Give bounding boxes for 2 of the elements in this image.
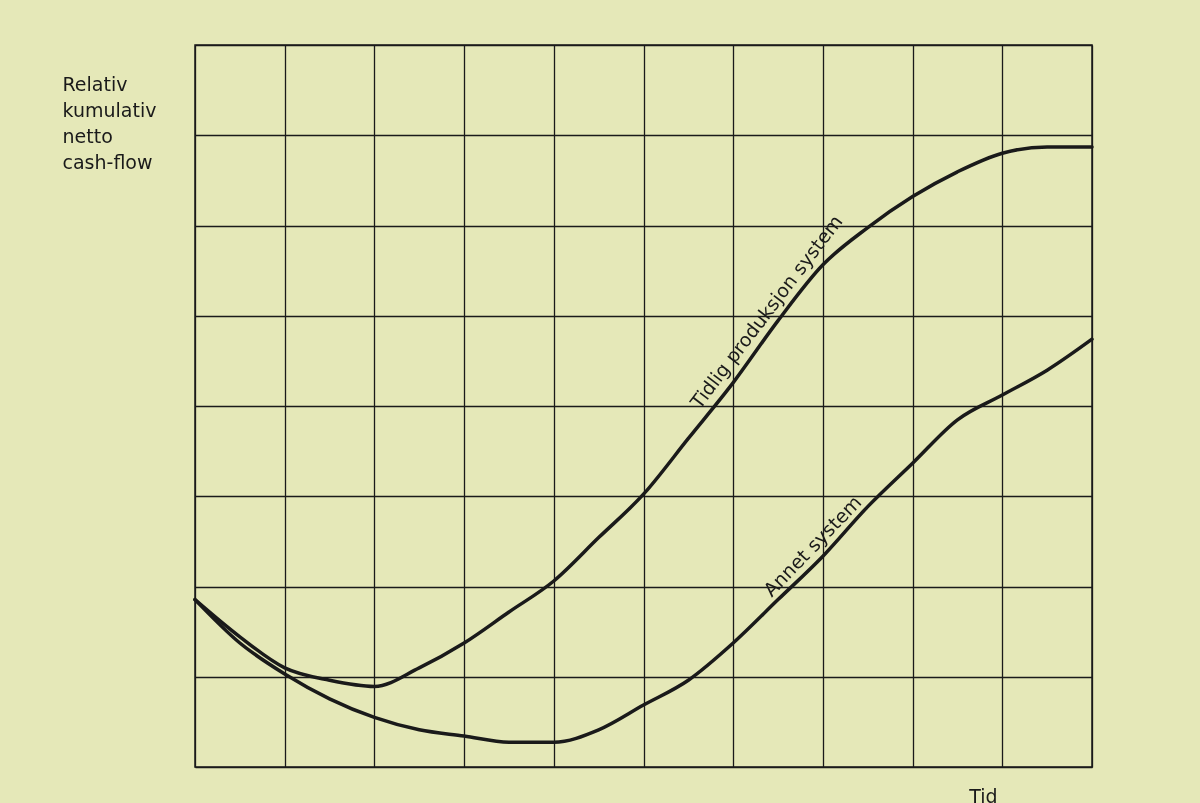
y-axis-title: Relativ kumulativ netto cash-flow: [62, 72, 157, 173]
x-axis-title: Tid: [968, 784, 998, 803]
